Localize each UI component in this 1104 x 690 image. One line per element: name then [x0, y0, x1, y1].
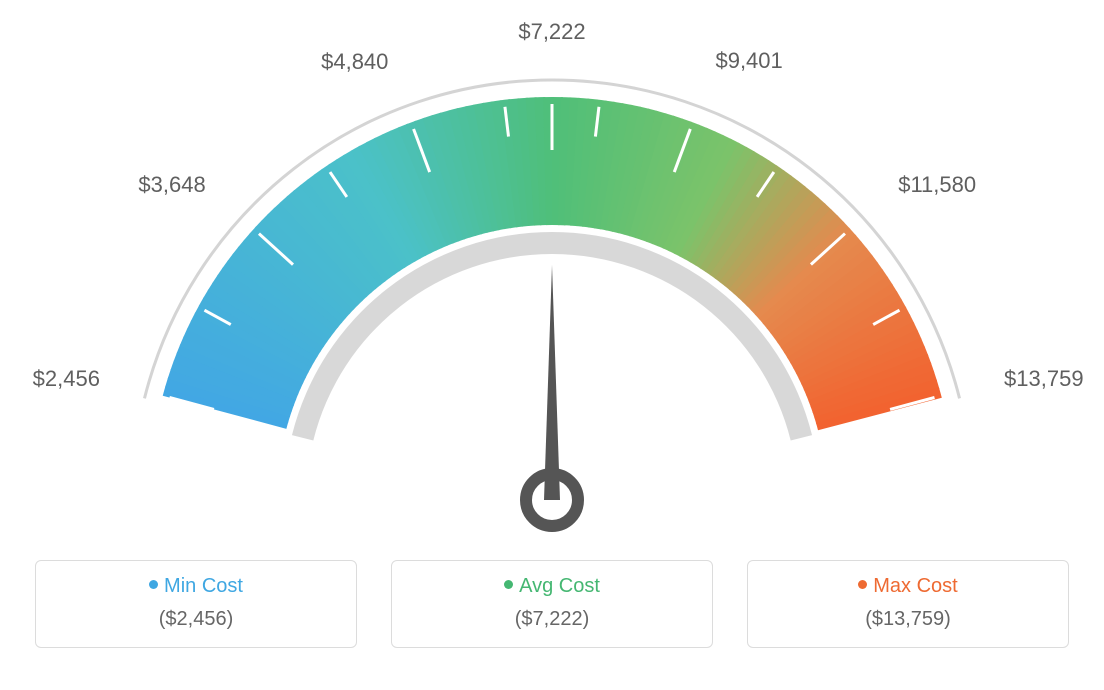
avg-cost-value: ($7,222)	[392, 608, 712, 631]
gauge-tick-label: $2,456	[33, 366, 100, 392]
max-cost-card: Max Cost ($13,759)	[747, 560, 1069, 648]
min-cost-card: Min Cost ($2,456)	[35, 560, 357, 648]
gauge-tick-label: $9,401	[715, 48, 782, 74]
gauge-tick-label: $11,580	[898, 172, 976, 198]
min-cost-title-text: Min Cost	[164, 575, 243, 597]
cost-summary-cards: Min Cost ($2,456) Avg Cost ($7,222) Max …	[0, 560, 1104, 648]
gauge-chart: $2,456 $3,648 $4,840 $7,222 $9,401 $11,580 $13…	[0, 0, 1104, 560]
gauge-tick-label: $7,222	[518, 19, 585, 45]
max-cost-title-text: Max Cost	[873, 575, 957, 597]
avg-cost-title-text: Avg Cost	[519, 575, 600, 597]
dot-icon	[504, 580, 513, 589]
min-cost-title: Min Cost	[36, 575, 356, 598]
avg-cost-title: Avg Cost	[392, 575, 712, 598]
max-cost-value: ($13,759)	[748, 608, 1068, 631]
gauge-tick-label: $4,840	[321, 49, 388, 75]
gauge-tick-label: $3,648	[138, 172, 205, 198]
dot-icon	[858, 580, 867, 589]
min-cost-value: ($2,456)	[36, 608, 356, 631]
max-cost-title: Max Cost	[748, 575, 1068, 598]
dot-icon	[149, 580, 158, 589]
avg-cost-card: Avg Cost ($7,222)	[391, 560, 713, 648]
gauge-tick-label: $13,759	[1004, 366, 1084, 392]
gauge-svg	[0, 0, 1104, 560]
